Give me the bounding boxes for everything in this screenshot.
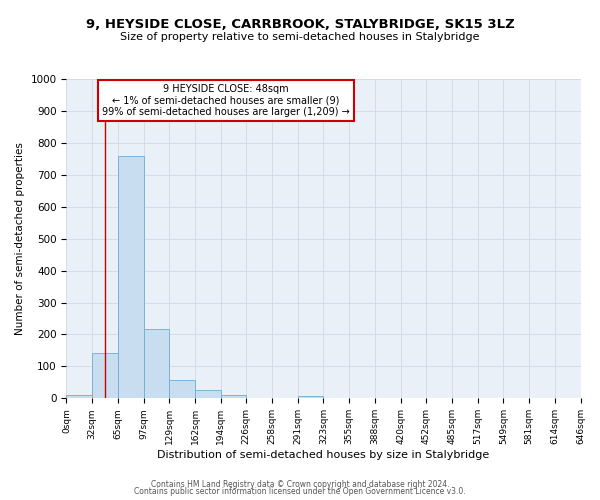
Y-axis label: Number of semi-detached properties: Number of semi-detached properties [15, 142, 25, 335]
Text: 9 HEYSIDE CLOSE: 48sqm
← 1% of semi-detached houses are smaller (9)
99% of semi-: 9 HEYSIDE CLOSE: 48sqm ← 1% of semi-deta… [102, 84, 350, 117]
Text: Contains HM Land Registry data © Crown copyright and database right 2024.: Contains HM Land Registry data © Crown c… [151, 480, 449, 489]
Text: 9, HEYSIDE CLOSE, CARRBROOK, STALYBRIDGE, SK15 3LZ: 9, HEYSIDE CLOSE, CARRBROOK, STALYBRIDGE… [86, 18, 514, 30]
X-axis label: Distribution of semi-detached houses by size in Stalybridge: Distribution of semi-detached houses by … [157, 450, 490, 460]
Bar [118, 156, 143, 398]
Bar [298, 396, 323, 398]
Bar [67, 396, 92, 398]
Bar [143, 328, 169, 398]
Text: Size of property relative to semi-detached houses in Stalybridge: Size of property relative to semi-detach… [120, 32, 480, 42]
Bar [196, 390, 221, 398]
Bar [92, 352, 118, 399]
Text: Contains public sector information licensed under the Open Government Licence v3: Contains public sector information licen… [134, 488, 466, 496]
Bar [221, 395, 246, 398]
Bar [169, 380, 196, 398]
